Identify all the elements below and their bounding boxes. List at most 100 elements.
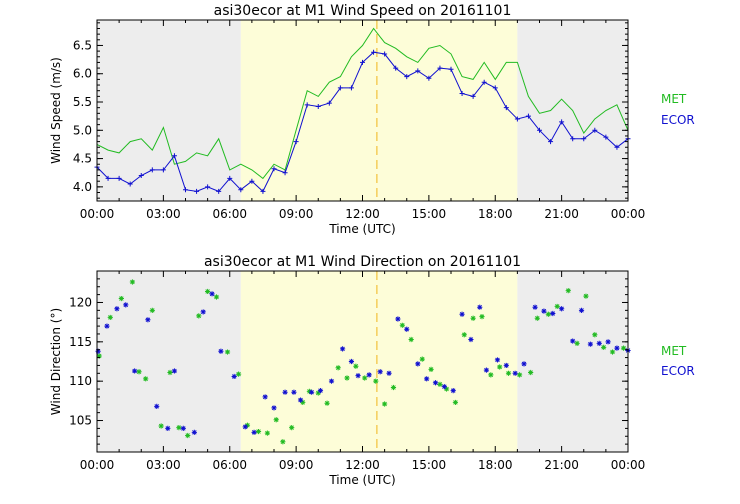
panel2-ecor-point: [191, 429, 197, 435]
panel2-met-point: [488, 372, 494, 378]
panel1-ecor-point: [105, 175, 111, 181]
panel1-ecor-point: [603, 134, 609, 140]
panel2-met-point: [574, 340, 580, 346]
panel2-ecor-point: [251, 429, 257, 435]
panel1-ecor-point: [238, 187, 244, 193]
panel2-ecor-point: [231, 373, 237, 380]
panel1-ecor-point: [393, 65, 399, 71]
panel1-y-tick-label: 4.5: [73, 152, 92, 166]
panel2-met-point: [373, 378, 379, 384]
panel2-y-tick-label: 120: [69, 295, 92, 309]
panel1-ecor-point: [260, 188, 266, 194]
panel1-ecor-point: [415, 68, 421, 74]
panel1-y-tick-label: 5.0: [73, 123, 92, 137]
panel2-ecor-point: [377, 369, 383, 375]
panel2-y-tick-label: 110: [69, 374, 92, 388]
panel2-met-point: [583, 293, 589, 299]
panel2-ecor-point: [404, 326, 410, 332]
panel2-ecor-point: [559, 306, 565, 312]
panel2-x-tick-label: 21:00: [544, 458, 579, 472]
panel1-ecor-point: [194, 188, 200, 194]
panel2-ecor-point: [483, 367, 489, 373]
panel2-night-region-left: [97, 271, 241, 452]
panel1-x-tick-label: 18:00: [478, 207, 513, 221]
panel1-ecor-point: [470, 93, 476, 99]
panel2-ecor-point: [503, 362, 509, 369]
panel2-met-point: [601, 344, 607, 350]
panel2-ecor-point: [209, 291, 215, 297]
panel1-y-tick-label: 6.5: [73, 38, 92, 52]
panel1-x-tick-label: 21:00: [544, 207, 579, 221]
panel2-met-point: [428, 366, 434, 372]
panel2-ecor-point: [180, 425, 186, 431]
panel2-night-region-right: [517, 271, 628, 452]
panel2-ecor-point: [95, 348, 101, 354]
panel1-ecor-point: [304, 102, 310, 108]
panel2-met-point: [107, 314, 113, 321]
panel1-x-tick-label: 06:00: [212, 207, 247, 221]
panel2-ecor-point: [104, 323, 110, 329]
panel1-x-tick-label: 15:00: [412, 207, 447, 221]
panel2-met-point: [280, 439, 286, 445]
panel1-ecor-point: [570, 136, 576, 142]
panel1-x-tick-label: 12:00: [345, 207, 380, 221]
panel2-met-point: [592, 332, 598, 338]
panel2-ecor-point: [587, 341, 593, 347]
panel2-ecor-point: [242, 424, 248, 430]
panel2-ecor-point: [541, 308, 547, 314]
panel2-y-tick-label: 115: [69, 335, 92, 349]
panel2-ecor-point: [395, 316, 401, 322]
panel2-met-point: [344, 375, 350, 381]
panel1-ecor-point: [537, 127, 542, 133]
panel1-ecor-point: [171, 153, 177, 159]
panel2-met-point: [136, 369, 142, 375]
panel1-ecor-point: [160, 167, 166, 173]
panel2-legend-ecor: ECOR: [661, 364, 695, 378]
panel1-ecor-point: [293, 139, 299, 145]
panel1-y-axis-label: Wind Speed (m/s): [49, 57, 63, 164]
panel2-x-tick-label: 09:00: [279, 458, 314, 472]
panel2-met-point: [534, 315, 540, 321]
panel2-met-point: [96, 353, 102, 359]
panel2-x-tick-label: 15:00: [412, 458, 447, 472]
panel2-met-point: [236, 371, 242, 377]
panel1-ecor-point: [326, 100, 332, 106]
panel1-ecor-point: [348, 85, 354, 91]
panel2-ecor-point: [348, 358, 355, 365]
panel2-y-axis-label: Wind Direction (°): [49, 308, 63, 415]
panel2-ecor-point: [171, 368, 178, 374]
panel2-ecor-point: [339, 346, 346, 352]
panel2-met-point: [408, 336, 414, 343]
panel1-ecor-point: [459, 91, 465, 97]
panel2-ecor-point: [309, 389, 315, 395]
panel2-ecor-point: [165, 425, 171, 431]
panel2-met-point: [289, 425, 295, 431]
panel2-ecor-point: [415, 361, 421, 367]
panel2-met-point: [205, 288, 211, 295]
panel2-met-point: [264, 430, 270, 436]
panel1-daylight-region: [240, 20, 518, 201]
panel1-ecor-point: [404, 74, 410, 80]
panel1-y-tick-label: 5.5: [73, 95, 92, 109]
panel2-ecor-point: [424, 376, 430, 382]
panel1-x-axis-label: Time (UTC): [328, 222, 395, 236]
panel1-x-tick-label: 09:00: [279, 207, 314, 221]
panel2-met-point: [399, 322, 405, 328]
panel1-ecor-point: [205, 184, 211, 190]
panel1-ecor-point: [437, 65, 443, 71]
panel2-met-point: [167, 369, 173, 376]
panel2-ecor-point: [145, 317, 151, 323]
panel2-ecor-point: [123, 302, 129, 308]
panel1-y-tick-label: 6.0: [73, 67, 92, 81]
panel1-ecor-point: [548, 139, 554, 145]
panel2-met-point: [470, 315, 476, 321]
panel2-met-point: [185, 432, 191, 439]
panel2-ecor-point: [512, 370, 518, 376]
panel2-ecor-point: [262, 394, 268, 400]
panel2-met-point: [335, 365, 341, 371]
panel2-ecor-point: [494, 357, 501, 363]
panel2-ecor-point: [297, 397, 304, 403]
panel2-met-point: [437, 381, 443, 387]
